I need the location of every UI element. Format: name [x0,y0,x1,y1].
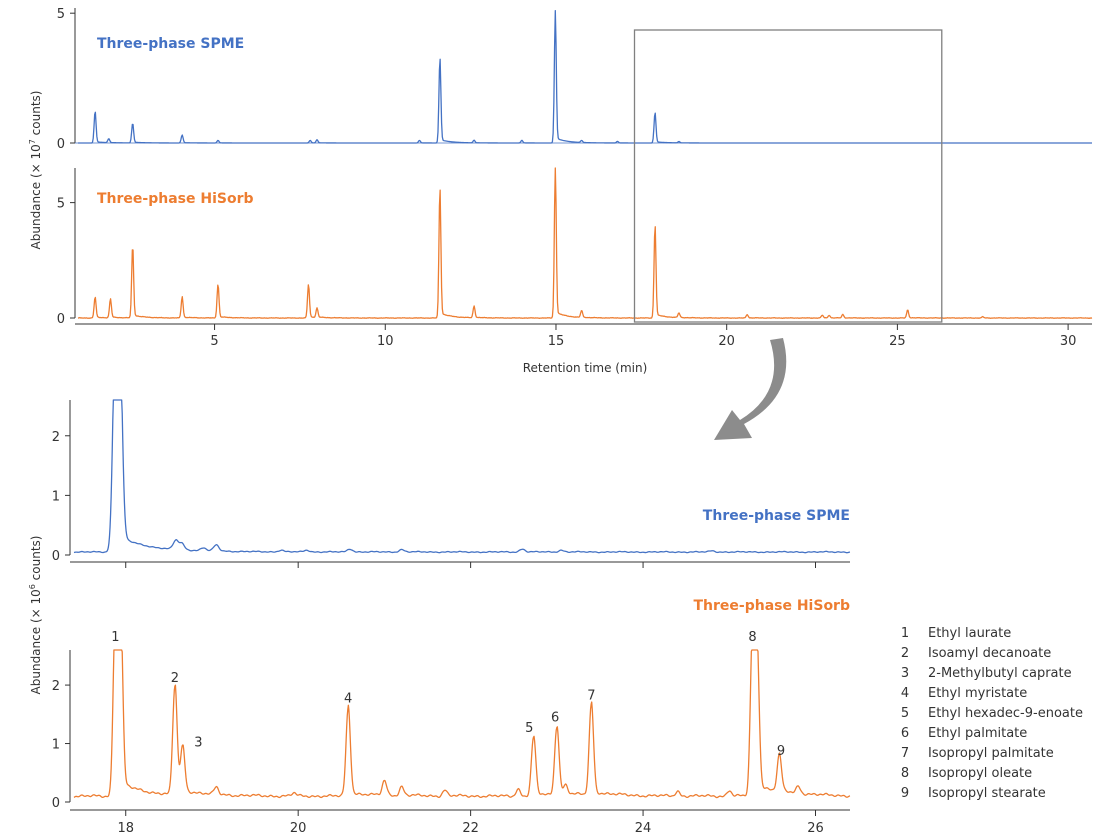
zoom-hisorb-y-tick-label: 1 [52,738,60,753]
zoom-window-box [633,29,943,323]
overview-hisorb-trace [77,167,1093,319]
overview-x-tick-label: 30 [1060,334,1077,349]
zoom-arrow [714,338,787,440]
legend-number: 5 [901,706,909,721]
zoom-x-tick-label: 22 [462,821,479,836]
zoom-spme-y-tick-label: 0 [52,549,60,564]
legend-compound-name: Isopropyl stearate [928,786,1046,801]
zoom-x-tick-label: 18 [117,821,134,836]
legend-compound-name: Isoamyl decanoate [928,646,1051,661]
peak-label-7: 7 [587,689,595,704]
overview-spme-trace [78,10,1092,144]
zoom-x-tick-label: 24 [635,821,652,836]
legend-number: 3 [901,666,909,681]
zoom-hisorb-y-tick-label: 2 [52,679,60,694]
legend-compound-name: 2-Methylbutyl caprate [928,666,1072,681]
zoom-spme-y-tick-label: 1 [52,489,60,504]
overview-x-tick-label: 20 [718,334,735,349]
legend-number: 9 [901,786,909,801]
legend-compound-name: Ethyl laurate [928,626,1011,641]
overview-x-axis-label: Retention time (min) [523,361,648,375]
zoom-x-tick-label: 20 [290,821,307,836]
overview-y-axis-label: Abundance (× 107 counts) [28,91,43,250]
overview-x-tick-label: 5 [210,334,218,349]
overview-panel: Abundance (× 107 counts) Retention time … [28,7,1093,375]
overview-x-tick-label: 15 [548,334,565,349]
zoom-spme-series-label: Three-phase SPME [703,508,850,524]
peak-label-6: 6 [551,710,559,725]
zoom-spme-y-tick-label: 2 [52,430,60,445]
zoom-hisorb-y-tick-label: 0 [52,796,60,811]
overview-hisorb-series-label: Three-phase HiSorb [97,191,254,207]
legend-compound-name: Ethyl myristate [928,686,1027,701]
peak-label-4: 4 [344,692,352,707]
legend-number: 1 [901,626,909,641]
legend-number: 4 [901,686,909,701]
peak-label-8: 8 [748,630,756,645]
legend-compound-name: Ethyl hexadec-9-enoate [928,706,1083,721]
legend-number: 7 [901,746,909,761]
overview-x-tick-label: 25 [889,334,906,349]
overview-spme-y-tick-label: 0 [57,137,65,152]
peak-label-3: 3 [194,735,202,750]
overview-spme-series-label: Three-phase SPME [97,36,244,52]
zoom-hisorb-series-label: Three-phase HiSorb [693,598,850,614]
zoom-hisorb-trace [73,649,851,799]
zoom-y-axis-label: Abundance (× 106 counts) [28,536,43,695]
peak-label-2: 2 [171,671,179,686]
legend-number: 8 [901,766,909,781]
peak-label-5: 5 [525,721,533,736]
overview-spme-y-tick-label: 5 [57,7,65,22]
legend-compound-name: Isopropyl palmitate [928,746,1054,761]
overview-x-tick-label: 10 [377,334,394,349]
legend-compound-name: Isopropyl oleate [928,766,1032,781]
zoom-x-tick-label: 26 [807,821,824,836]
zoom-panel: Abundance (× 106 counts) Three-phase SPM… [28,399,851,836]
peak-label-9: 9 [777,744,785,759]
legend-compound-name: Ethyl palmitate [928,726,1027,741]
overview-hisorb-y-tick-label: 0 [57,312,65,327]
legend-number: 6 [901,726,909,741]
overview-hisorb-y-tick-label: 5 [57,197,65,212]
compound-legend: 1 Ethyl laurate 2 Isoamyl decanoate 3 2-Methy… [901,626,1083,801]
peak-label-1: 1 [111,630,119,645]
legend-number: 2 [901,646,909,661]
zoom-spme-trace [73,399,851,554]
